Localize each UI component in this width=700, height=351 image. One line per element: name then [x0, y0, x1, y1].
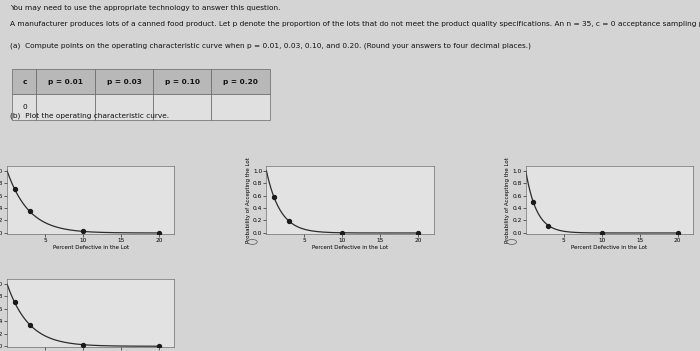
Bar: [94, 69, 153, 94]
Point: [672, 230, 683, 236]
Point: [528, 199, 539, 205]
Bar: [36, 69, 95, 94]
Point: [78, 342, 89, 347]
X-axis label: Percent Defective in the Lot: Percent Defective in the Lot: [52, 245, 129, 251]
Point: [413, 230, 424, 236]
Point: [153, 343, 164, 349]
Bar: [94, 94, 153, 120]
Point: [25, 209, 36, 214]
Text: You may need to use the appropriate technology to answer this question.: You may need to use the appropriate tech…: [10, 5, 281, 11]
Point: [78, 229, 89, 234]
Text: A manufacturer produces lots of a canned food product. Let p denote the proporti: A manufacturer produces lots of a canned…: [10, 21, 700, 27]
Text: p = 0.20: p = 0.20: [223, 79, 258, 85]
Point: [9, 299, 20, 305]
Text: p = 0.01: p = 0.01: [48, 79, 83, 85]
Point: [25, 322, 36, 327]
X-axis label: Percent Defective in the Lot: Percent Defective in the Lot: [312, 245, 388, 251]
Bar: [36, 94, 95, 120]
Point: [153, 230, 164, 236]
Text: p = 0.10: p = 0.10: [164, 79, 200, 85]
Y-axis label: Probability of Accepting the Lot: Probability of Accepting the Lot: [246, 157, 251, 243]
Text: p = 0.03: p = 0.03: [106, 79, 141, 85]
Bar: [13, 94, 36, 120]
Point: [543, 223, 554, 229]
Y-axis label: Probability of Accepting the Lot: Probability of Accepting the Lot: [505, 157, 510, 243]
Text: 0: 0: [22, 104, 27, 110]
Bar: [211, 94, 270, 120]
Text: c: c: [22, 79, 27, 85]
Bar: [211, 69, 270, 94]
Point: [284, 218, 295, 224]
Point: [337, 230, 348, 236]
Bar: [153, 69, 211, 94]
Text: (a)  Compute points on the operating characteristic curve when p = 0.01, 0.03, 0: (a) Compute points on the operating char…: [10, 42, 531, 49]
Point: [596, 230, 608, 236]
Bar: [13, 69, 36, 94]
Point: [268, 194, 279, 200]
X-axis label: Percent Defective in the Lot: Percent Defective in the Lot: [571, 245, 648, 251]
Text: (b)  Plot the operating characteristic curve.: (b) Plot the operating characteristic cu…: [10, 112, 169, 119]
Point: [9, 186, 20, 192]
Bar: [153, 94, 211, 120]
